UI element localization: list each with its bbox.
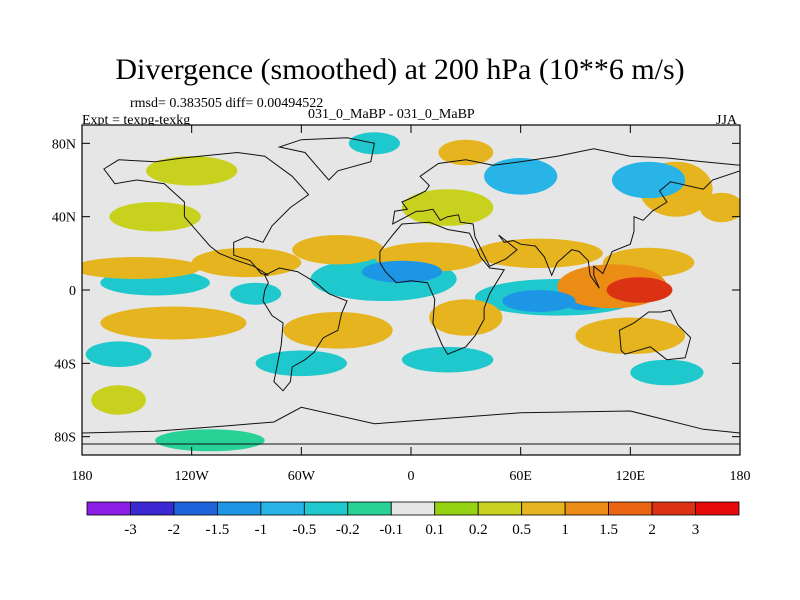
y-tick-label-3: 40S (54, 357, 76, 372)
cases-label: 031_0_MaBP - 031_0_MaBP (308, 107, 475, 122)
coastline-eurasia (392, 148, 740, 289)
colorbar-label-12: 2 (648, 522, 656, 538)
colorbar-swatch-4 (260, 501, 305, 516)
colorbar-label-6: -0.1 (379, 522, 403, 538)
x-tick-label-5: 120E (616, 469, 646, 484)
season-label: JJA (716, 113, 738, 128)
coastline-south-america (262, 267, 348, 392)
field-anomaly-8 (230, 282, 282, 305)
y-tick-label-0: 80N (52, 137, 76, 152)
field-anomaly-20 (575, 317, 686, 355)
y-tick-label-1: 40N (52, 211, 76, 226)
field-anomaly-13 (474, 238, 603, 268)
colorbar-swatch-12 (608, 501, 653, 516)
colorbar-swatch-3 (216, 501, 262, 516)
colorbar-swatch-1 (130, 501, 175, 516)
coastline-antarctica (82, 406, 740, 445)
field-anomaly-9 (82, 257, 201, 279)
colorbar: -3 -2 -1.5 -1 -0.5 -0.2 -0.1 0.1 0.2 0.5 1 1.5 2 3 (86, 501, 740, 538)
colorbar-swatch-5 (303, 501, 349, 516)
experiment-label: Expt = texpg-texkg (82, 113, 191, 128)
field-anomaly-0 (606, 277, 673, 303)
colorbar-label-7: 0.1 (425, 522, 444, 538)
field-anomaly-33 (699, 192, 740, 223)
coastline-australia (618, 309, 692, 361)
axis-layer: 180 120W 60W 0 60E 120E 180 80N 40N 0 40S 80S (52, 124, 751, 484)
colorbar-label-1: -2 (168, 522, 181, 538)
colorbar-label-2: -1.5 (206, 522, 230, 538)
colorbar-swatch-10 (521, 501, 566, 516)
field-anomaly-28 (438, 139, 494, 166)
field-anomaly-16 (109, 202, 201, 232)
colorbar-swatch-13 (651, 501, 696, 516)
colorbar-swatch-2 (173, 501, 218, 516)
colorbar-label-0: -3 (124, 522, 137, 538)
x-tick-label-1: 120W (175, 469, 210, 484)
x-tick-label-3: 0 (408, 469, 415, 484)
x-tick-label-0: 180 (72, 469, 93, 484)
colorbar-label-10: 1 (561, 522, 569, 538)
x-tick-label-4: 60E (509, 469, 532, 484)
colorbar-swatch-14 (695, 501, 740, 516)
field-anomaly-17 (100, 306, 247, 340)
field-anomaly-11 (292, 235, 384, 265)
field-anomaly-22 (255, 350, 347, 377)
colorbar-swatch-7 (390, 501, 436, 516)
coastline-north-america (103, 151, 310, 276)
colorbar-label-11: 1.5 (599, 522, 618, 538)
coastline-greenland (277, 137, 375, 181)
colorbar-label-9: 0.5 (512, 522, 531, 538)
field-anomaly-25 (91, 385, 146, 415)
coastline-africa (379, 221, 506, 355)
field-anomaly-26 (155, 429, 265, 452)
chart-title: Divergence (smoothed) at 200 hPa (10**6 … (115, 53, 685, 86)
field-anomaly-32 (146, 156, 238, 186)
field-anomaly-23 (401, 346, 494, 373)
stats-line: rmsd= 0.383505 diff= 0.00494522 (130, 96, 324, 111)
y-tick-label-4: 80S (54, 431, 76, 446)
colorbar-swatch-11 (564, 501, 610, 516)
field-anomaly-10 (191, 247, 302, 278)
colorbar-swatch-6 (347, 501, 392, 516)
field-layer (82, 125, 740, 455)
colorbar-label-8: 0.2 (469, 522, 488, 538)
colorbar-swatch-0 (86, 501, 131, 516)
field-anomaly-15 (401, 189, 494, 226)
colorbar-label-5: -0.2 (336, 522, 360, 538)
field-anomaly-24 (630, 359, 704, 386)
colorbar-swatch-9 (477, 501, 523, 516)
x-tick-label-6: 180 (730, 469, 751, 484)
x-tick-label-2: 60W (288, 469, 316, 484)
field-anomaly-30 (612, 161, 686, 199)
field-anomaly-21 (85, 341, 152, 368)
field-anomaly-5 (361, 260, 443, 283)
field-anomaly-29 (484, 158, 558, 195)
field-anomaly-19 (429, 299, 503, 336)
colorbar-label-13: 3 (692, 522, 700, 538)
y-tick-label-2: 0 (69, 284, 76, 299)
colorbar-label-4: -0.5 (292, 522, 316, 538)
colorbar-swatch-8 (434, 501, 479, 516)
colorbar-label-3: -1 (255, 522, 268, 538)
coastline-layer (82, 137, 740, 445)
field-anomaly-3 (502, 290, 576, 312)
